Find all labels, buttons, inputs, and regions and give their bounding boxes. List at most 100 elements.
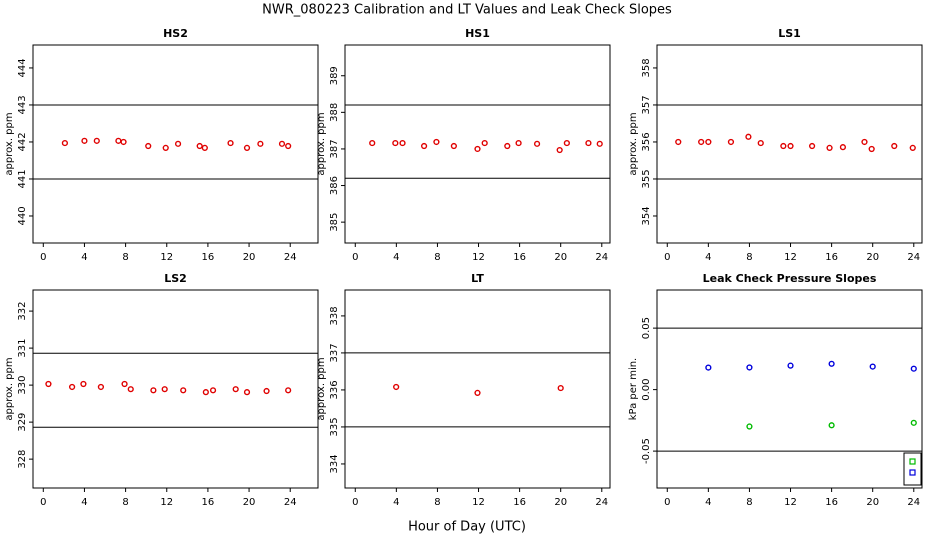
- data-point: [828, 422, 835, 429]
- x-tick-label: 24: [907, 252, 920, 263]
- data-point: [868, 145, 875, 153]
- data-point: [202, 389, 209, 396]
- data-point: [780, 142, 787, 150]
- data-point: [787, 362, 794, 369]
- data-point: [174, 140, 182, 147]
- data-point: [757, 139, 764, 147]
- data-point: [727, 138, 735, 146]
- data-point: [675, 138, 682, 146]
- plot-frame: [32, 289, 319, 489]
- x-tick-label: 24: [595, 252, 608, 263]
- data-point: [909, 144, 916, 151]
- x-tick-label: 4: [393, 252, 399, 263]
- data-point: [121, 380, 128, 388]
- plot-frame: [656, 44, 923, 244]
- plot-frame: [32, 44, 319, 244]
- page-title: NWR_080223 Calibration and LT Values and…: [262, 3, 672, 18]
- y-tick-label: 356: [641, 132, 652, 151]
- panel-title: HS2: [163, 27, 188, 40]
- data-point: [787, 142, 794, 150]
- data-point: [93, 137, 100, 144]
- y-tick-label: 331: [17, 339, 28, 358]
- x-tick-label: 12: [160, 252, 173, 263]
- panel-title: HS1: [465, 27, 490, 40]
- plot-frame: [344, 44, 611, 244]
- data-point: [910, 419, 917, 426]
- data-point: [515, 139, 522, 147]
- panel-title: LS1: [778, 27, 801, 40]
- data-point: [808, 142, 816, 150]
- data-point: [201, 144, 208, 151]
- data-point: [127, 386, 134, 393]
- y-axis-label: approx. ppm: [628, 112, 639, 175]
- y-tick-label: 441: [17, 169, 28, 188]
- data-point: [278, 140, 286, 147]
- x-tick-label: 12: [784, 497, 797, 508]
- x-tick-label: 8: [746, 252, 752, 263]
- x-tick-label: 24: [595, 497, 608, 508]
- x-tick-label: 0: [40, 497, 46, 508]
- data-point: [285, 387, 292, 394]
- panel-title: Leak Check Pressure Slopes: [703, 272, 877, 285]
- data-point: [243, 144, 251, 151]
- data-point: [369, 139, 376, 147]
- data-point: [861, 138, 868, 146]
- data-point: [97, 383, 105, 391]
- data-point: [746, 364, 753, 371]
- y-tick-label: 389: [329, 66, 340, 85]
- x-tick-label: 0: [40, 252, 46, 263]
- y-axis-label: approx. ppm: [4, 112, 15, 175]
- y-tick-label: 443: [17, 95, 28, 114]
- x-tick-label: 24: [284, 497, 297, 508]
- y-tick-label: 358: [641, 58, 652, 77]
- data-point: [68, 383, 76, 391]
- x-tick-label: 16: [825, 497, 838, 508]
- y-tick-label: 335: [329, 417, 340, 436]
- x-tick-label: 8: [122, 497, 128, 508]
- data-point: [891, 142, 898, 150]
- panel-title: LS2: [164, 272, 187, 285]
- data-point: [481, 139, 488, 147]
- x-tick-label: 20: [866, 252, 879, 263]
- data-point: [263, 387, 270, 395]
- data-point: [585, 139, 592, 147]
- x-tick-label: 16: [825, 252, 838, 263]
- data-point: [556, 146, 563, 154]
- x-tick-label: 20: [866, 497, 879, 508]
- x-tick-label: 4: [705, 497, 711, 508]
- data-point: [209, 387, 217, 394]
- data-point: [705, 138, 712, 146]
- y-tick-label: 444: [17, 58, 28, 77]
- data-point: [533, 140, 541, 147]
- data-point: [596, 140, 603, 147]
- x-tick-label: 24: [907, 497, 920, 508]
- x-tick-label: 0: [664, 497, 670, 508]
- y-axis-label: kPa per min.: [628, 358, 639, 421]
- legend-box: [903, 452, 922, 486]
- legend-swatch: [909, 469, 916, 476]
- data-point: [433, 138, 440, 146]
- plot-frame: [344, 289, 611, 489]
- y-tick-label: 0.00: [641, 378, 652, 400]
- x-tick-label: 12: [160, 497, 173, 508]
- data-point: [162, 144, 169, 151]
- x-tick-label: 16: [513, 252, 526, 263]
- data-point: [80, 380, 87, 388]
- data-point: [504, 142, 511, 150]
- x-tick-label: 0: [352, 252, 358, 263]
- y-tick-label: 355: [641, 169, 652, 188]
- x-tick-label: 4: [81, 252, 87, 263]
- data-point: [826, 144, 833, 151]
- x-tick-label: 16: [513, 497, 526, 508]
- y-tick-label: 442: [17, 132, 28, 151]
- y-tick-label: 337: [329, 343, 340, 362]
- x-tick-label: 12: [472, 497, 485, 508]
- y-tick-label: 328: [17, 450, 28, 469]
- data-point: [196, 142, 203, 150]
- data-point: [557, 384, 564, 392]
- y-tick-label: 385: [329, 213, 340, 232]
- x-tick-label: 24: [284, 252, 297, 263]
- data-point: [227, 139, 234, 147]
- data-point: [392, 139, 399, 147]
